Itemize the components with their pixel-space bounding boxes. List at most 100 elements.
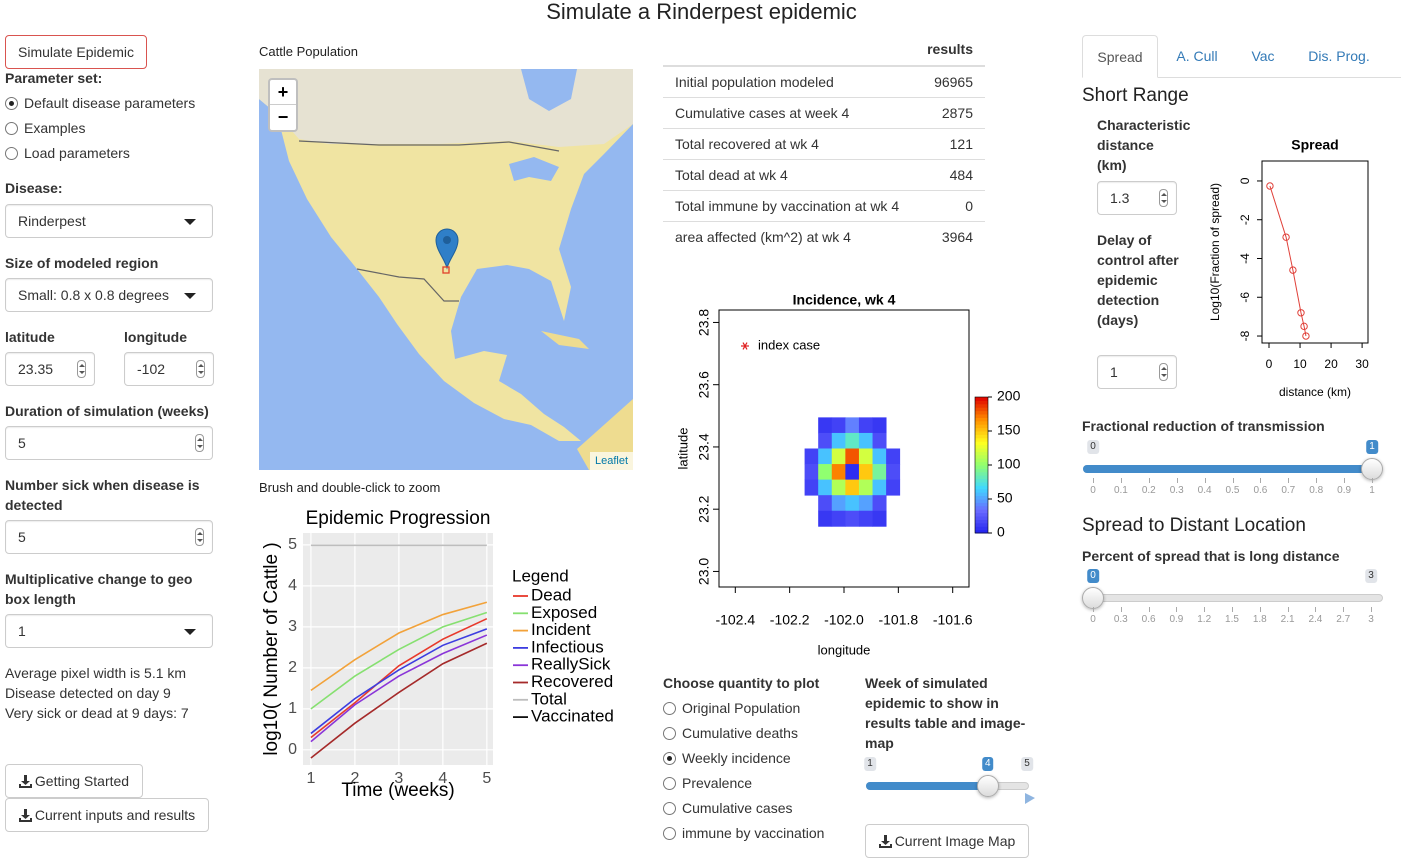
spinner[interactable]	[77, 360, 86, 378]
series-line	[310, 634, 488, 743]
series-line	[310, 628, 488, 735]
map-attribution[interactable]: Leaflet	[590, 452, 633, 470]
map[interactable]	[259, 69, 633, 470]
heat-cell	[845, 495, 860, 512]
radio[interactable]	[5, 147, 18, 160]
colorbar-slice	[975, 465, 988, 469]
slider-label: 3	[1365, 569, 1377, 583]
heat-cell	[858, 479, 873, 496]
heat-cell	[845, 464, 860, 481]
series-line	[310, 611, 488, 710]
colorbar-slice	[975, 451, 988, 456]
radio[interactable]	[5, 97, 18, 110]
colorbar-label: 50	[997, 490, 1013, 506]
heat-cell	[831, 464, 846, 481]
spinner[interactable]	[195, 528, 204, 546]
slider-tick	[1093, 607, 1094, 612]
spin-up	[197, 532, 203, 535]
slider-tick-label: 0.3	[1169, 485, 1184, 496]
x-tick-label: -101.8	[878, 612, 918, 628]
slider-tick	[1176, 478, 1178, 483]
colorbar-slice	[975, 420, 988, 425]
table-header: results	[927, 41, 973, 57]
table-cell: 121	[949, 136, 973, 152]
legend-label: Recovered	[531, 672, 613, 691]
slider-handle[interactable]	[976, 775, 999, 797]
heat-cell	[845, 510, 860, 527]
x-tick-label: 10	[1293, 357, 1307, 371]
colorbar-slice	[975, 526, 988, 531]
tab[interactable]: Spread	[1082, 35, 1158, 78]
point	[1289, 266, 1297, 274]
button[interactable]: Current inputs and results	[5, 798, 209, 832]
radio[interactable]	[663, 702, 676, 715]
heat-cell	[845, 417, 860, 434]
radio[interactable]	[5, 122, 18, 135]
colorbar-slice	[975, 495, 988, 500]
colorbar-slice	[975, 509, 988, 514]
radio-dot	[667, 756, 672, 761]
spin-down	[1161, 374, 1167, 377]
legend-label: Infectious	[531, 637, 604, 656]
input-field[interactable]: 1	[1097, 355, 1177, 389]
legend-label: Total	[531, 689, 567, 708]
table-cell: 2875	[941, 105, 973, 121]
spinner[interactable]	[1159, 363, 1168, 381]
slider-tick-label: 0	[1090, 485, 1096, 496]
colorbar-slice	[975, 485, 988, 490]
colorbar-slice	[975, 437, 988, 442]
tab-label: Dis. Prog.	[1308, 48, 1370, 64]
radio[interactable]	[663, 727, 676, 740]
input-field[interactable]: -102	[124, 352, 214, 386]
radio[interactable]	[663, 827, 676, 840]
spinner[interactable]	[1159, 189, 1168, 207]
marker[interactable]	[435, 228, 459, 270]
spinner[interactable]	[195, 434, 204, 452]
table-rule	[663, 159, 985, 160]
radio-label: Cumulative deaths	[682, 725, 798, 741]
slider-tick	[1372, 478, 1373, 483]
button[interactable]: Simulate Epidemic	[5, 35, 147, 69]
slider-handle[interactable]	[1082, 587, 1104, 609]
slider-label: 0	[1087, 569, 1099, 583]
input-field[interactable]: 5	[5, 426, 213, 460]
y-tick-label: 23.4	[696, 433, 712, 460]
colorbar-slice	[975, 505, 988, 510]
slider-label: 1	[1366, 440, 1378, 454]
zoom-in[interactable]: +	[270, 80, 296, 105]
zoom-out[interactable]: −	[277, 107, 289, 127]
tab[interactable]: Dis. Prog.	[1301, 35, 1377, 78]
slider-handle[interactable]	[1361, 458, 1383, 480]
dropdown[interactable]: Rinderpest	[5, 204, 213, 238]
legend-marker	[742, 342, 748, 350]
input-field[interactable]: 1.3	[1097, 181, 1177, 215]
button[interactable]: Getting Started	[5, 764, 143, 798]
slider-fill	[1083, 465, 1372, 473]
slider-tick-label: 0.9	[1337, 485, 1352, 496]
point	[1300, 322, 1308, 331]
radio-label: Load parameters	[24, 145, 130, 161]
field-label: Number sick when disease is detected	[5, 477, 200, 513]
input-field[interactable]: 5	[5, 520, 213, 554]
radio[interactable]	[663, 752, 676, 765]
dropdown[interactable]: 1	[5, 614, 213, 648]
slider-tick-label: 0.5	[1225, 485, 1240, 496]
heat-cell	[872, 510, 887, 527]
radio[interactable]	[663, 777, 676, 790]
dropdown[interactable]: Small: 0.8 x 0.8 degrees	[5, 278, 213, 312]
slider-tick	[1287, 607, 1289, 612]
tab[interactable]: Vac	[1225, 35, 1301, 78]
x-tick-label: -101.6	[933, 612, 973, 628]
series-line	[1269, 185, 1307, 337]
radio[interactable]	[663, 802, 676, 815]
slider-tick-label: 0.6	[1141, 614, 1156, 625]
play-button[interactable]	[1025, 793, 1035, 804]
island	[541, 331, 589, 349]
input-field[interactable]: 23.35	[5, 352, 95, 386]
spinner[interactable]	[196, 360, 205, 378]
tab[interactable]: A. Cull	[1159, 35, 1235, 78]
x-tick-label: -102.2	[770, 612, 810, 628]
button[interactable]: Current Image Map	[865, 824, 1029, 858]
colorbar-slice	[975, 461, 988, 466]
heat-cell	[858, 510, 873, 527]
